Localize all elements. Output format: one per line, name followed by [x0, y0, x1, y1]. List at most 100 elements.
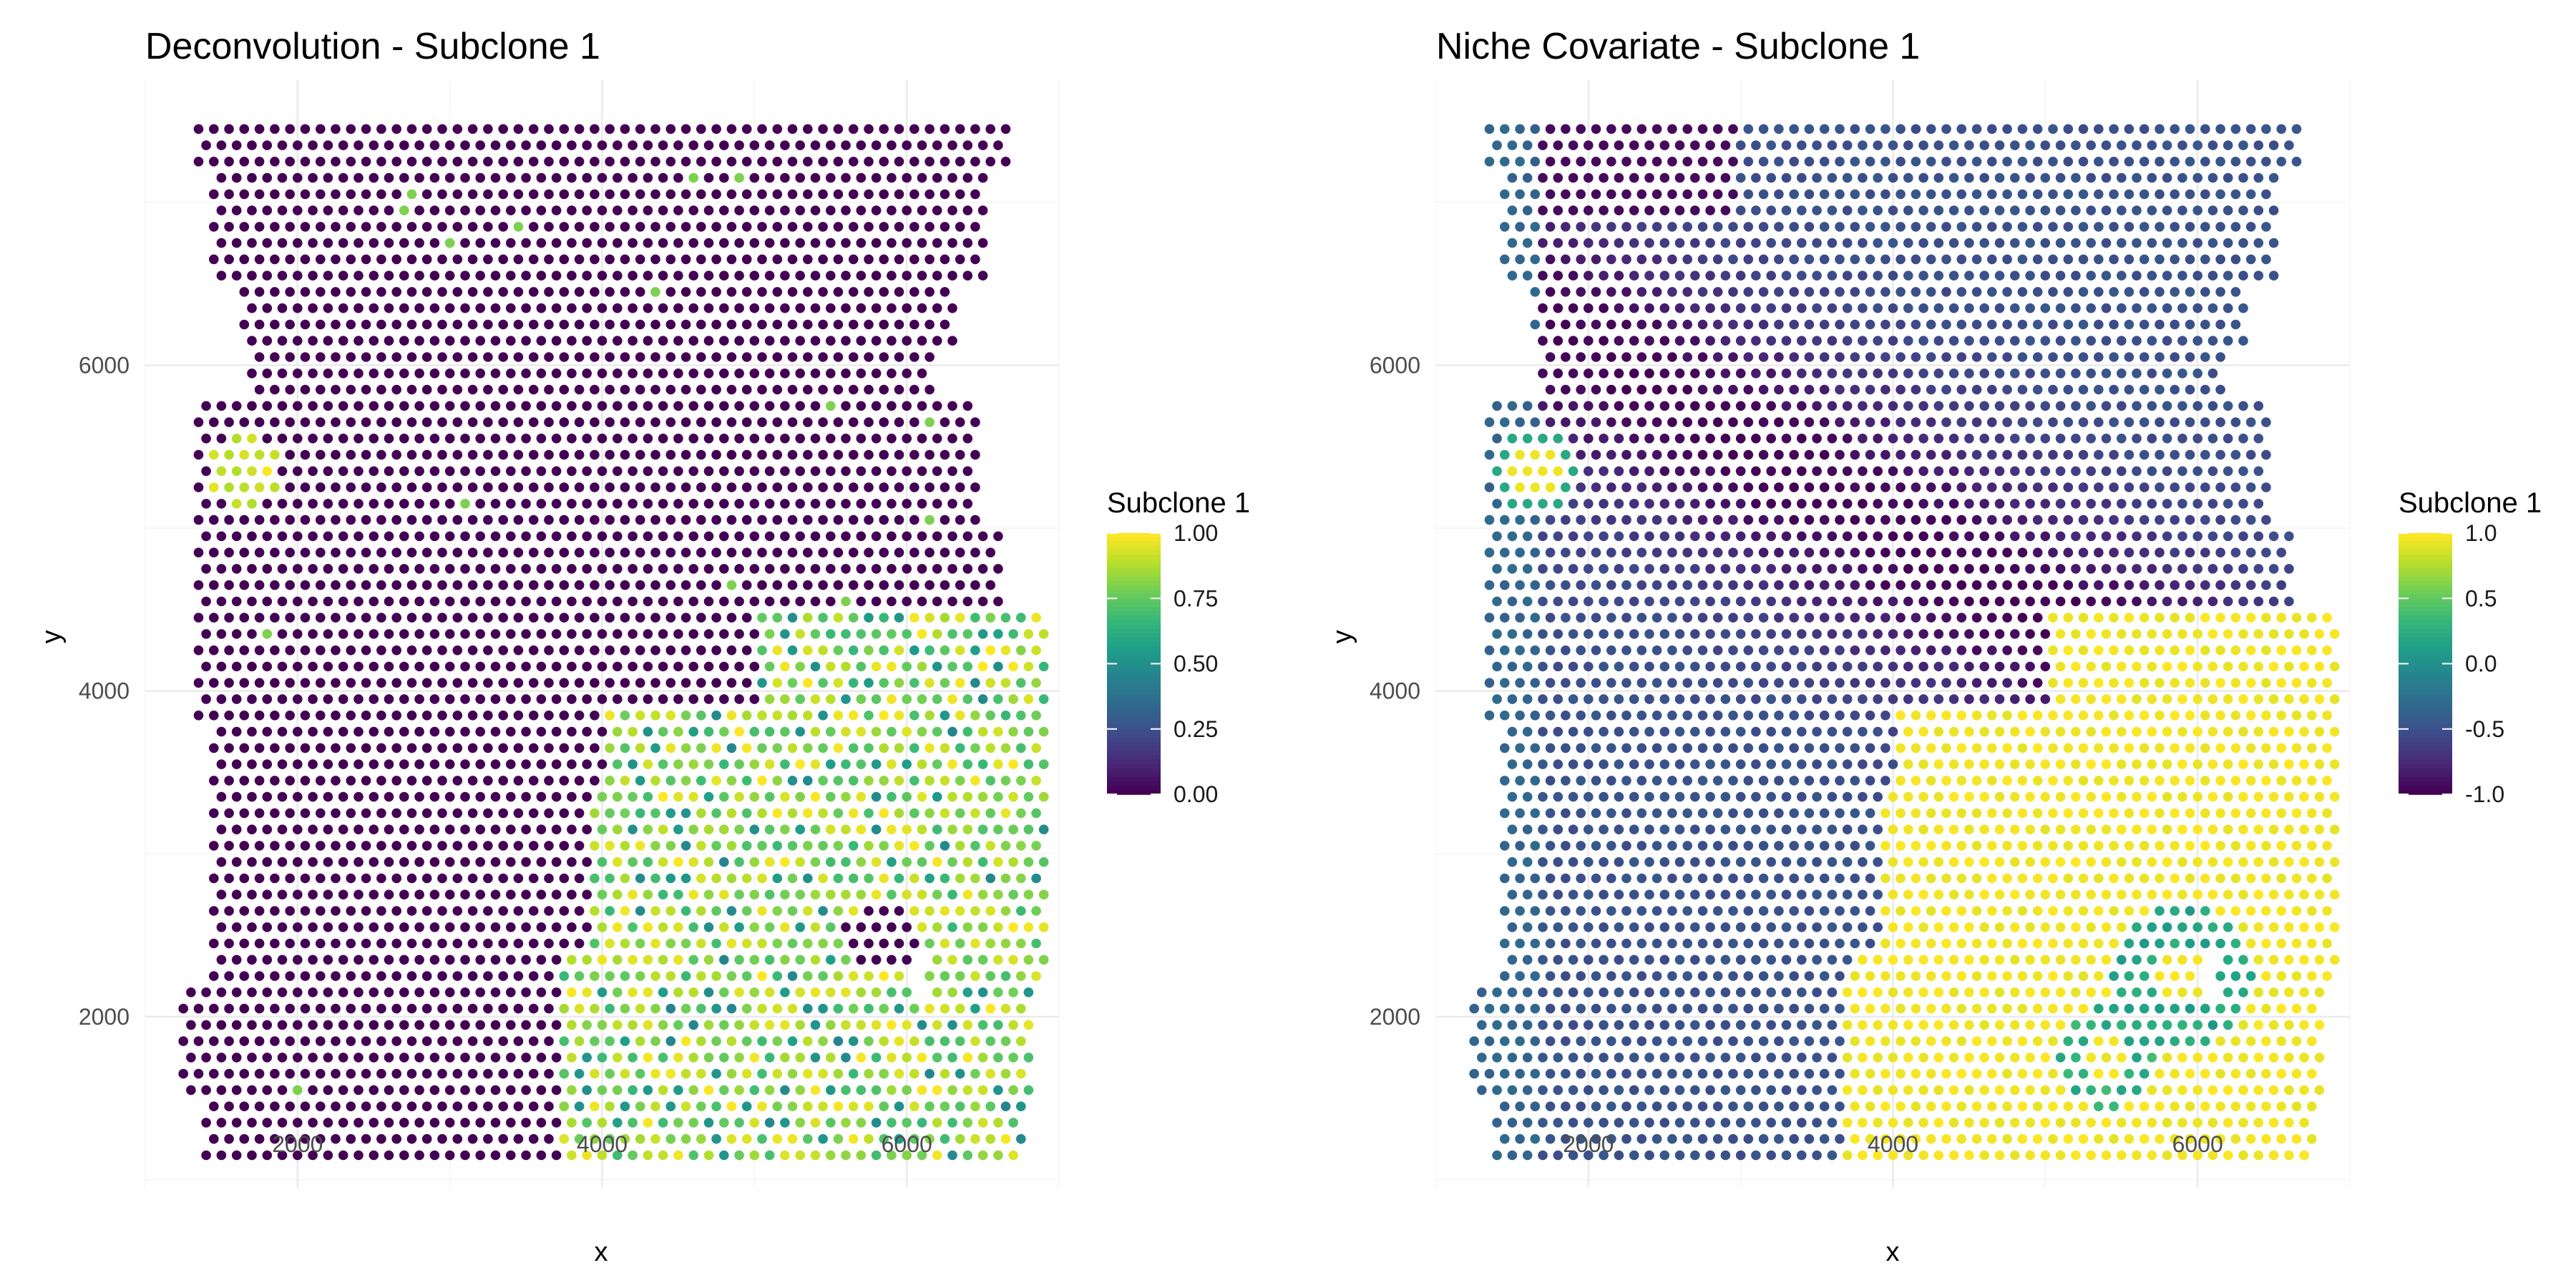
spot-point — [1850, 287, 1860, 297]
spot-point — [810, 369, 821, 379]
spot-point — [376, 1036, 386, 1046]
spot-point — [506, 466, 516, 477]
spot-point — [544, 808, 554, 819]
spot-point — [787, 449, 798, 460]
spot-point — [749, 1053, 760, 1063]
spot-point — [2032, 287, 2043, 297]
spot-point — [300, 482, 311, 492]
spot-point — [346, 157, 356, 167]
spot-point — [346, 906, 356, 916]
spot-point — [680, 1101, 691, 1111]
spot-point — [841, 1020, 851, 1030]
spot-point — [1667, 449, 1677, 460]
spot-point — [231, 531, 242, 542]
spot-point — [582, 694, 592, 704]
spot-point — [795, 499, 805, 509]
spot-point — [795, 1053, 805, 1063]
spot-point — [734, 1053, 744, 1063]
spot-point — [795, 303, 805, 313]
spot-point — [2132, 401, 2142, 411]
spot-point — [490, 694, 501, 704]
legend-gradient-segment — [1107, 611, 1161, 617]
spot-point — [2078, 482, 2089, 492]
spot-point — [1926, 124, 1936, 135]
spot-point — [353, 791, 364, 802]
spot-point — [597, 922, 608, 932]
spot-point — [1636, 352, 1647, 362]
spot-point — [528, 352, 539, 362]
spot-point — [285, 678, 296, 688]
spot-point — [658, 726, 668, 737]
legend-gradient-segment — [1107, 685, 1161, 691]
spot-point — [757, 222, 767, 232]
spot-point — [696, 124, 706, 135]
spot-point — [521, 824, 531, 834]
spot-point — [2040, 564, 2051, 574]
spot-point — [369, 1085, 379, 1096]
spot-point — [2132, 336, 2142, 346]
spot-point — [590, 157, 600, 167]
spot-point — [780, 726, 790, 737]
spot-point — [1484, 547, 1495, 557]
spot-point — [1561, 417, 1571, 427]
spot-point — [544, 319, 554, 330]
spot-point — [536, 694, 547, 704]
spot-point — [2109, 449, 2119, 460]
spot-point — [323, 759, 333, 769]
spot-point — [399, 336, 409, 346]
spot-point — [605, 580, 615, 590]
spot-point — [1835, 449, 1845, 460]
spot-point — [231, 824, 242, 834]
spot-point — [650, 1133, 660, 1144]
spot-point — [254, 841, 265, 851]
spot-point — [1896, 287, 1906, 297]
spot-point — [1614, 336, 1624, 346]
spot-point — [605, 222, 615, 232]
spot-point — [254, 1133, 265, 1144]
spot-point — [2230, 287, 2241, 297]
spot-point — [1827, 434, 1838, 444]
spot-point — [1000, 971, 1011, 981]
spot-point — [2117, 499, 2127, 509]
spot-point — [582, 172, 592, 183]
spot-point — [1038, 694, 1049, 704]
spot-point — [1751, 499, 1761, 509]
spot-point — [1667, 254, 1677, 265]
spot-point — [826, 1020, 836, 1030]
spot-point — [2048, 384, 2058, 395]
spot-point — [940, 906, 950, 916]
spot-point — [1606, 189, 1616, 200]
spot-point — [391, 873, 401, 884]
spot-point — [1682, 547, 1692, 557]
spot-point — [1606, 319, 1616, 330]
spot-point — [757, 254, 767, 265]
spot-point — [628, 726, 638, 737]
spot-point — [711, 743, 721, 753]
spot-point — [2117, 238, 2127, 248]
spot-point — [909, 938, 919, 949]
spot-point — [879, 841, 889, 851]
spot-point — [795, 596, 805, 607]
spot-point — [2139, 449, 2150, 460]
spot-point — [711, 1133, 721, 1144]
spot-point — [308, 1020, 318, 1030]
spot-point — [932, 466, 942, 477]
spot-point — [590, 384, 600, 395]
spot-point — [391, 645, 401, 655]
spot-point — [1835, 384, 1845, 395]
spot-point — [406, 222, 417, 232]
spot-point — [628, 987, 638, 997]
spot-point — [1515, 189, 1525, 200]
spot-point — [2086, 205, 2096, 215]
spot-point — [643, 824, 653, 834]
spot-point — [414, 172, 424, 183]
spot-point — [902, 369, 912, 379]
spot-point — [2215, 580, 2225, 590]
spot-point — [1774, 287, 1784, 297]
spot-point — [231, 434, 242, 444]
spot-point — [650, 254, 660, 265]
spot-point — [977, 889, 988, 899]
spot-point — [254, 547, 265, 557]
spot-point — [810, 238, 821, 248]
spot-point — [331, 482, 341, 492]
